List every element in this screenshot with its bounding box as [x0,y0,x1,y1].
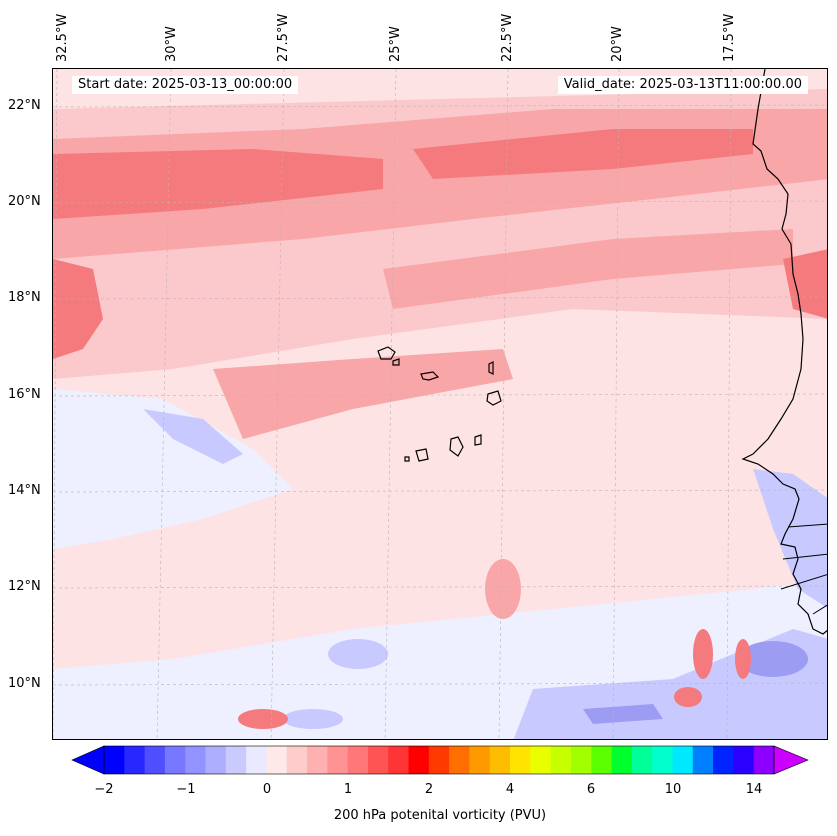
colorbar-outline [103,745,775,775]
colorbar-tick-1: 1 [343,782,353,797]
island-sal [488,361,494,375]
colorbar-cell [672,746,694,774]
colorbar-cell [124,746,146,774]
pv-pos-blob-4 [238,709,288,729]
colorbar-tick-neg1: −1 [176,782,196,797]
pv-neg-eddy-2 [738,641,808,677]
lat-label-22n: 22°N [8,98,41,113]
colorbar-cell [469,746,491,774]
colorbar-cell [530,746,552,774]
colorbar-cell [449,746,470,774]
lat-label-18n: 18°N [8,290,41,305]
lat-label-20n: 20°N [8,194,41,209]
pv-band-mid-strong [383,229,793,309]
island-sao-nicolau [420,371,440,381]
lat-label-16n: 16°N [8,387,41,402]
colorbar-tick-2: 2 [424,782,434,797]
pv-neg-eddy-3 [283,709,343,729]
colorbar-cell [510,746,531,774]
island-santiago [449,436,464,457]
colorbar-cell [246,746,267,774]
pv-band-north-max [53,149,383,219]
colorbar-cell [164,746,186,774]
pv-neg-west-light [53,389,293,549]
pv-band-north-max2 [413,129,753,179]
colorbar-cell [205,746,227,774]
colorbar-tick-0: 0 [262,782,272,797]
colorbar-cell [692,746,714,774]
colorbar [71,745,809,775]
lon-label-27-5w: 27.5°W [276,13,291,62]
colorbar-cell [327,746,349,774]
pv-pos-blob-2 [693,629,713,679]
colorbar-cell [347,746,369,774]
colorbar-cell [591,746,613,774]
pv-band-central-strong [213,349,513,439]
lat-label-12n: 12°N [8,579,41,594]
colorbar-tick-6: 6 [586,782,596,797]
colorbar-cell [286,746,308,774]
island-sao-vicente [392,358,400,366]
island-santo-antao [377,346,396,360]
pv-west-max [53,259,103,359]
colorbar-label: 200 hPa potenital vorticity (PVU) [333,808,547,823]
pv-field-map [53,69,827,739]
colorbar-cell [428,746,450,774]
colorbar-cell [611,746,633,774]
gambia-river [787,523,827,528]
start-date-label: Start date: 2025-03-13_00:00:00 [72,76,299,94]
cape-verde-islands [377,346,502,462]
island-brava [404,456,410,462]
island-boa-vista [486,390,502,406]
lat-label-14n: 14°N [8,483,41,498]
graticule [53,69,827,739]
colorbar-cell [753,746,775,774]
colorbar-tick-neg2: −2 [94,782,114,797]
lat-label-10n: 10°N [8,676,41,691]
island-maio [474,434,482,446]
colorbar-cell [388,746,410,774]
pv-neg-coast [753,469,827,608]
colorbar-cell [408,746,430,774]
colorbar-cell [266,746,288,774]
pv-neg-eddy-1 [328,639,388,669]
colorbar-cell [104,746,125,774]
colorbar-cell [144,746,166,774]
colorbar-cell [489,746,511,774]
lon-label-32-5w: 32.5°W [55,13,70,62]
colorbar-cells [104,746,775,774]
colorbar-tick-14: 14 [745,782,763,797]
pv-neg-south-strong [583,704,663,724]
guinea-bissau-coast [780,553,827,615]
colorbar-under-arrow [71,745,105,775]
colorbar-cell [652,746,673,774]
lon-label-25w: 25°W [388,26,403,62]
valid-date-label: Valid_date: 2025-03-13T11:00:00.00 [557,76,808,94]
island-fogo [415,448,429,462]
pv-pos-blob-1 [485,559,521,619]
pv-pos-blob-3 [735,639,751,679]
colorbar-cell [185,746,207,774]
lon-label-22-5w: 22.5°W [500,13,515,62]
colorbar-cell [713,746,734,774]
pv-neg-west-mid [143,409,243,464]
colorbar-cell [225,746,247,774]
colorbar-cell [367,746,389,774]
colorbar-tick-10: 10 [664,782,682,797]
colorbar-over-arrow [773,745,809,775]
map-panel[interactable] [52,68,828,740]
lon-label-20w: 20°W [610,26,625,62]
colorbar-cell [631,746,653,774]
lon-label-30w: 30°W [164,26,179,62]
africa-coastline [741,69,827,635]
colorbar-cell [550,746,572,774]
colorbar-cell [733,746,755,774]
lon-label-17-5w: 17.5°W [722,13,737,62]
colorbar-cell [570,746,592,774]
colorbar-tick-4: 4 [505,782,515,797]
colorbar-cell [307,746,328,774]
pv-pos-blob-5 [674,687,702,707]
pv-east-max [783,249,827,319]
